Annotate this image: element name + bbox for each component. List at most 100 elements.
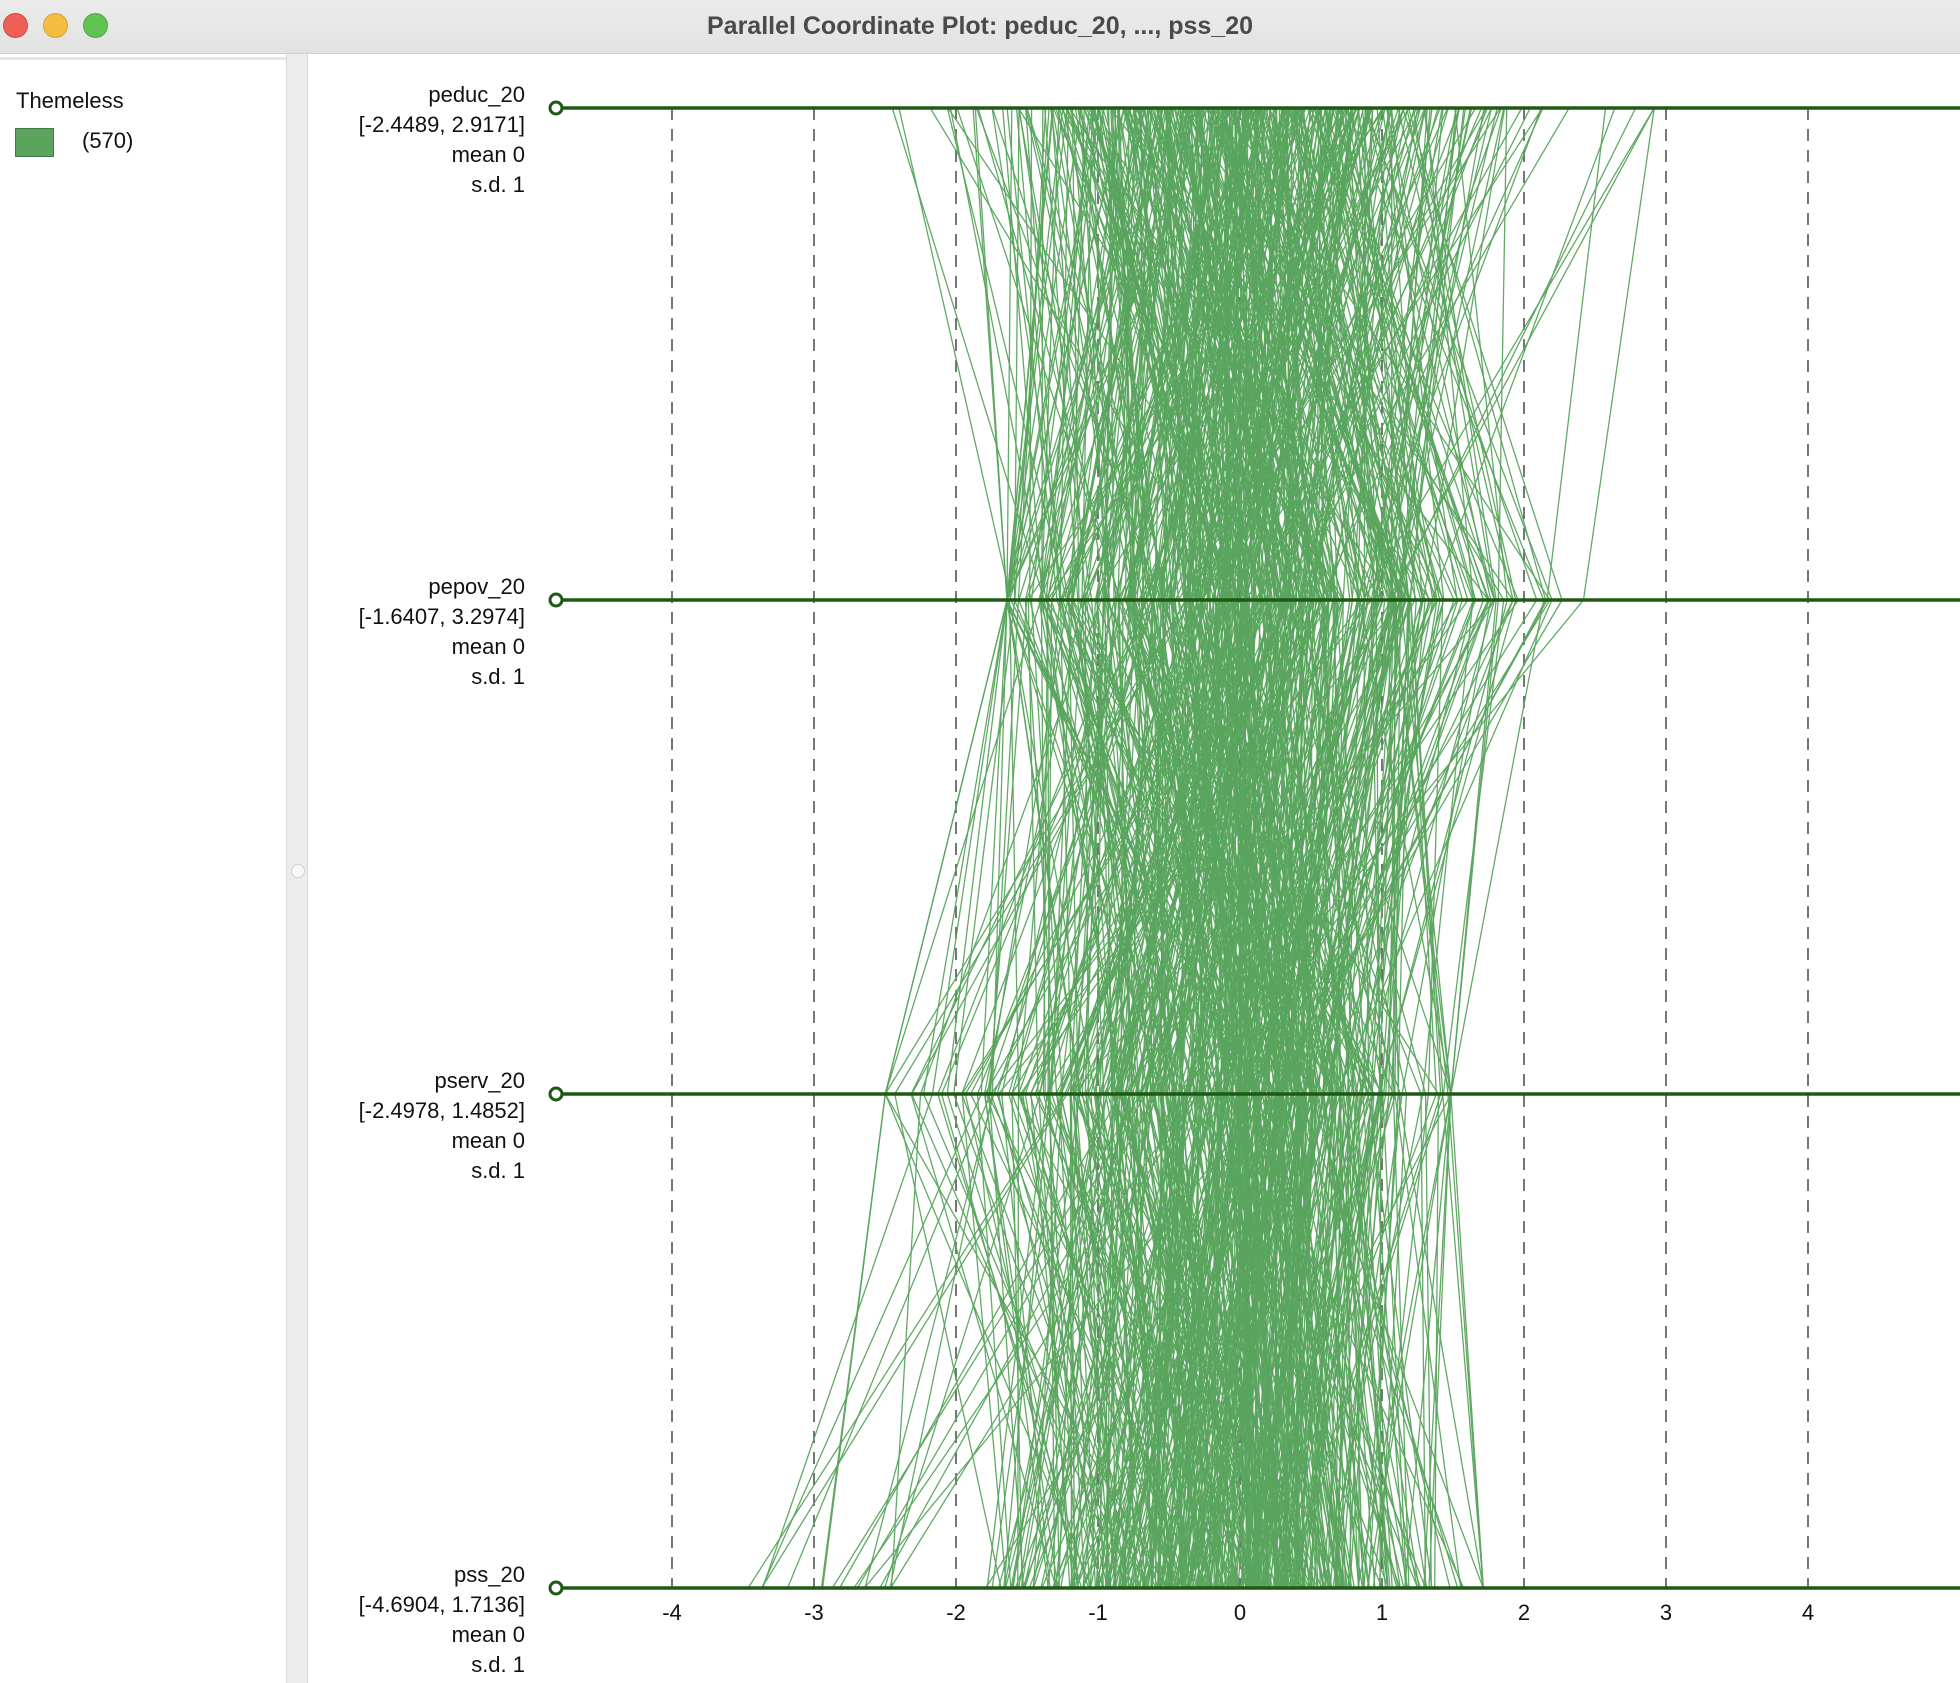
observation-line [1262, 107, 1428, 1589]
axis-mean-pepov_20: mean 0 [452, 634, 525, 659]
axis-sd-peduc_20: s.d. 1 [471, 172, 525, 197]
observation-line [1257, 107, 1374, 1589]
observation-line [1213, 107, 1382, 1589]
observation-line [1166, 107, 1607, 1589]
observation-line [910, 107, 1153, 1589]
observation-line [1106, 107, 1415, 1589]
axis-handle-pepov_20 [548, 592, 564, 608]
observation-line [1011, 107, 1439, 1589]
axis-range-pserv_20: [-2.4978, 1.4852] [359, 1098, 525, 1123]
axis-name-pss_20: pss_20 [454, 1562, 525, 1587]
observation-line [1197, 107, 1545, 1589]
axis-handle-pserv_20 [548, 1086, 564, 1102]
observation-line [1044, 107, 1137, 1589]
observation-line [1112, 107, 1312, 1589]
observation-line [761, 107, 1125, 1589]
observation-line [1095, 107, 1149, 1589]
axis-handle-peduc_20 [548, 100, 564, 116]
observation-line [1255, 107, 1485, 1589]
observation-line [1188, 107, 1360, 1589]
observation-line [1072, 107, 1293, 1589]
x-tick-label: -4 [662, 1600, 682, 1625]
observation-line [1216, 107, 1467, 1589]
axis-sd-pepov_20: s.d. 1 [471, 664, 525, 689]
observation-line [1112, 107, 1209, 1589]
close-window-button[interactable] [3, 13, 28, 38]
observation-line [1157, 107, 1224, 1589]
axis-mean-pss_20: mean 0 [452, 1622, 525, 1647]
observation-line [1113, 107, 1261, 1589]
observation-line [1051, 107, 1144, 1589]
observation-line [1178, 107, 1389, 1589]
plot-area[interactable]: peduc_20 [-2.4489, 2.9171] mean 0 s.d. 1 pep… [308, 54, 1960, 1683]
observation-line [922, 107, 1135, 1589]
observation-line [1127, 107, 1375, 1589]
axis-sd-pserv_20: s.d. 1 [471, 1158, 525, 1183]
x-tick-label: 3 [1660, 1600, 1672, 1625]
axis-labels: peduc_20 [-2.4489, 2.9171] mean 0 s.d. 1 pep… [359, 82, 525, 1677]
axis-range-peduc_20: [-2.4489, 2.9171] [359, 112, 525, 137]
observation-line [1141, 107, 1461, 1589]
window-title: Parallel Coordinate Plot: peduc_20, ...,… [706, 12, 1254, 40]
observation-line [969, 107, 1234, 1589]
observation-line [1357, 107, 1508, 1589]
observation-line [890, 107, 1184, 1589]
zoom-window-button[interactable] [83, 13, 108, 38]
observation-line [1026, 107, 1251, 1589]
observation-line [1232, 107, 1401, 1589]
observation-line [1018, 107, 1130, 1589]
observation-line [1282, 107, 1359, 1589]
observation-line [863, 107, 1271, 1589]
observation-line [1029, 107, 1298, 1589]
splitter-grip-icon[interactable] [291, 864, 305, 878]
observation-line [1096, 107, 1209, 1589]
parallel-coordinate-plot[interactable]: peduc_20 [-2.4489, 2.9171] mean 0 s.d. 1 pep… [308, 54, 1960, 1683]
observation-line [1212, 107, 1344, 1589]
axis-range-pss_20: [-4.6904, 1.7136] [359, 1592, 525, 1617]
observation-line [1252, 107, 1327, 1589]
observation-line [985, 107, 1300, 1589]
observation-line [1288, 107, 1474, 1589]
observation-line [1161, 107, 1261, 1589]
observation-line [1188, 107, 1451, 1589]
observation-line [856, 107, 1291, 1589]
observation-line [1213, 107, 1505, 1589]
minimize-window-button[interactable] [43, 13, 68, 38]
observation-line [1307, 107, 1438, 1589]
observation-line [1069, 107, 1383, 1589]
observation-line [1039, 107, 1220, 1589]
axis-name-pepov_20: pepov_20 [428, 574, 525, 599]
observation-line [1125, 107, 1257, 1589]
observation-line [1010, 107, 1477, 1589]
axis-sd-pss_20: s.d. 1 [471, 1652, 525, 1677]
observation-line [1022, 107, 1300, 1589]
observation-line [884, 107, 1167, 1589]
axis-mean-pserv_20: mean 0 [452, 1128, 525, 1153]
observation-line [1024, 107, 1146, 1589]
observation-line [1274, 107, 1553, 1589]
observation-line [1038, 107, 1247, 1589]
observation-line [1006, 107, 1257, 1588]
x-tick-label: 2 [1518, 1600, 1530, 1625]
legend-title: Themeless [16, 88, 124, 113]
observation-line [1313, 107, 1441, 1589]
observation-line [1200, 107, 1353, 1589]
x-tick-label: 0 [1234, 1600, 1246, 1625]
observation-line [1260, 107, 1508, 1589]
observation-line [1164, 107, 1319, 1589]
axes-layer [548, 100, 1960, 1596]
observation-line [1071, 107, 1276, 1589]
panel-splitter[interactable] [286, 54, 308, 1683]
observation-line [1295, 107, 1517, 1589]
observation-line [1280, 107, 1338, 1589]
axis-name-pserv_20: pserv_20 [434, 1068, 525, 1093]
x-tick-label: -3 [804, 1600, 824, 1625]
observation-line [1399, 107, 1459, 1589]
observation-line [1261, 107, 1423, 1589]
window-titlebar: Parallel Coordinate Plot: peduc_20, ...,… [0, 0, 1960, 54]
legend-swatch[interactable] [15, 128, 54, 157]
x-tick-label: -2 [946, 1600, 966, 1625]
observation-line [1215, 107, 1392, 1589]
observation-line [1306, 107, 1490, 1589]
observation-lines [747, 107, 1655, 1589]
